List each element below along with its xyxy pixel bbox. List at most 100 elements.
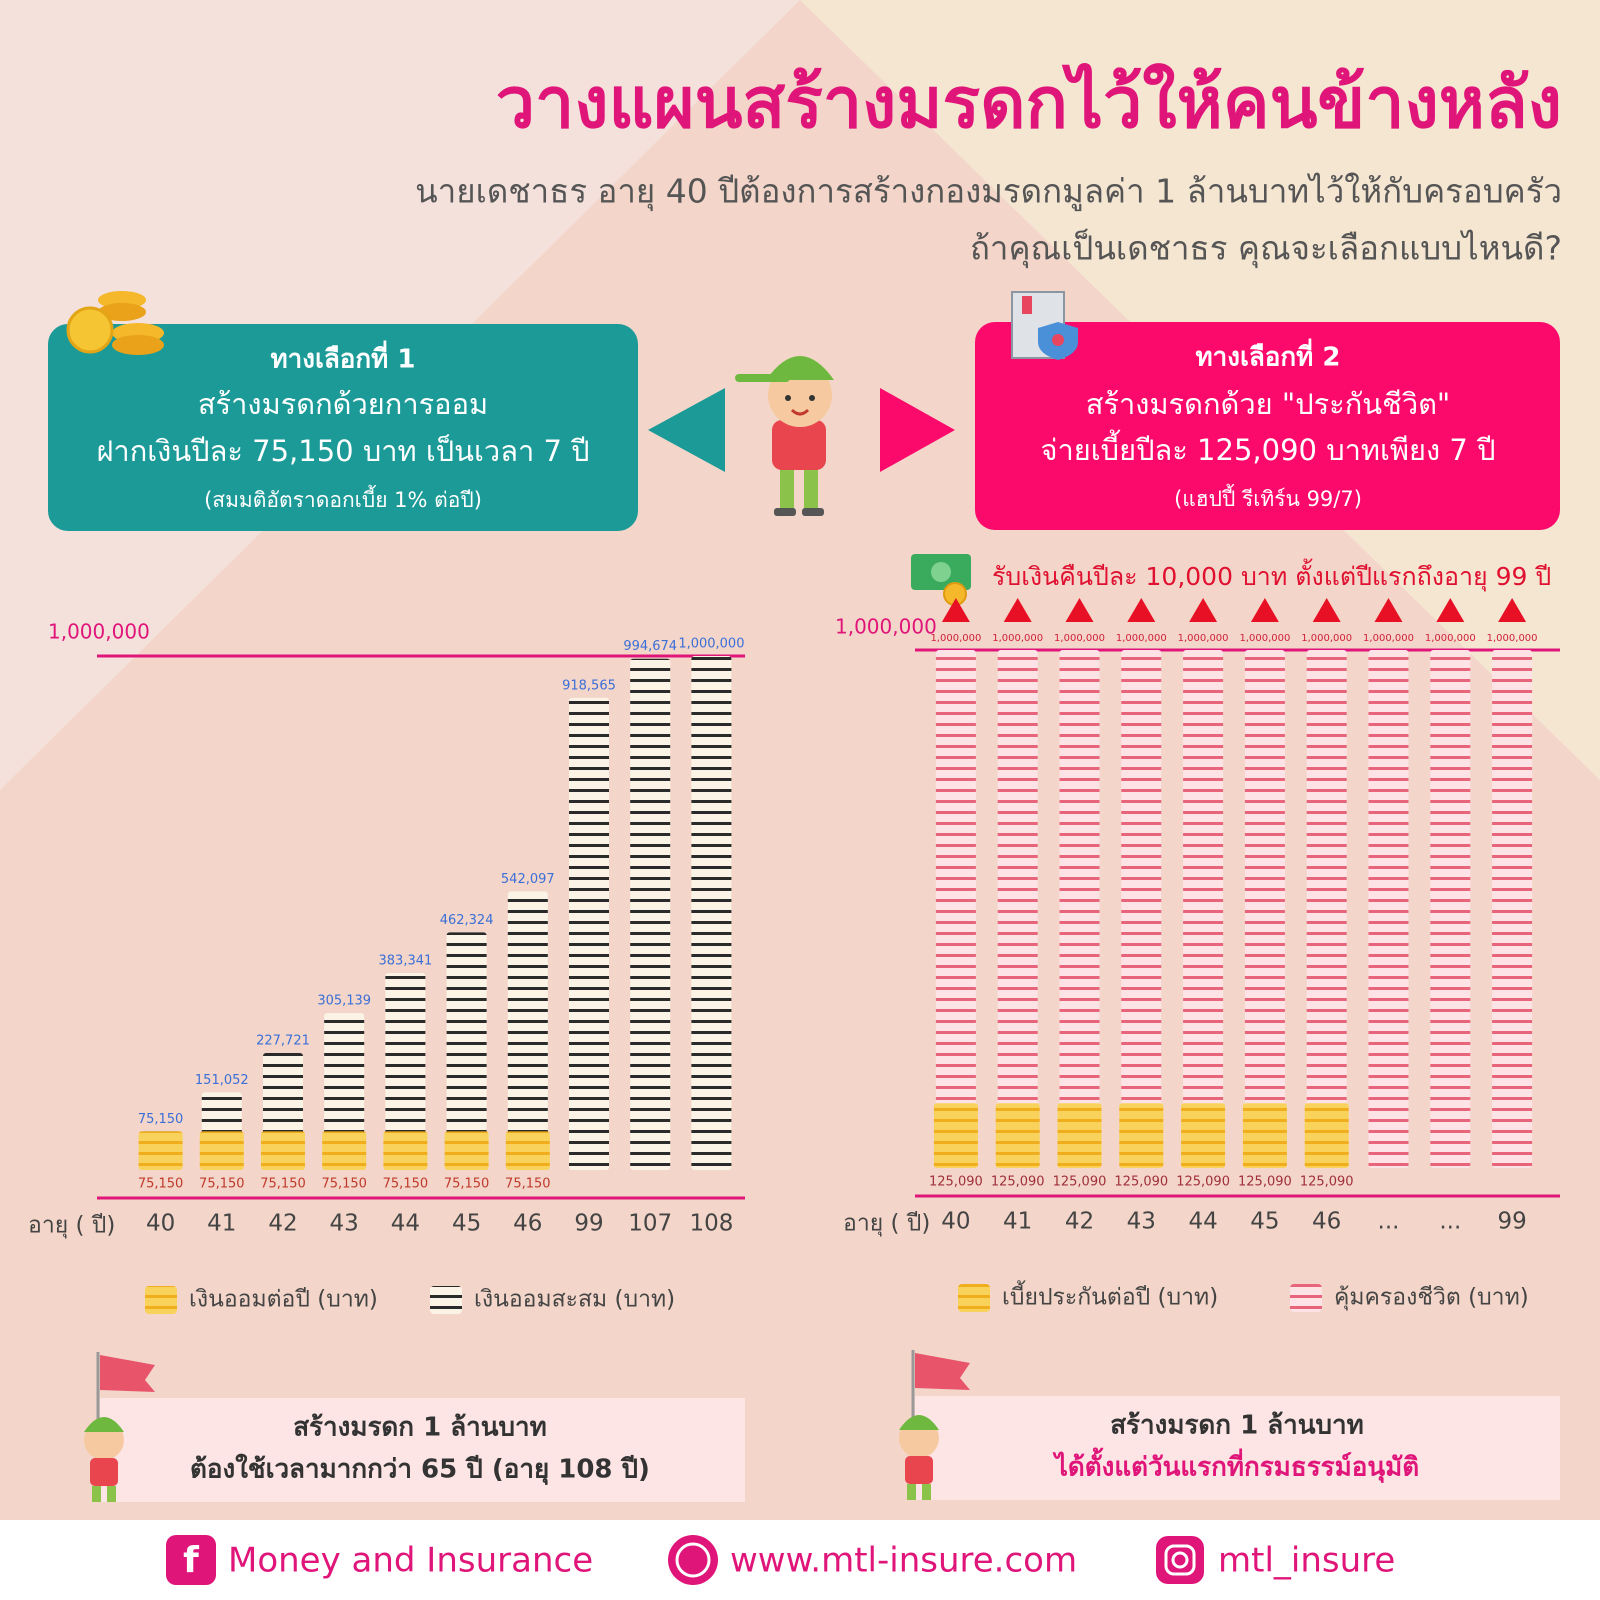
conclusion-box [915, 1396, 1560, 1500]
value-label: 1,000,000 [1178, 633, 1229, 644]
x-axis-label: อายุ ( ปี) [843, 1211, 930, 1237]
option-line: สร้างมรดกด้วย "ประกันชีวิต" [1086, 387, 1451, 421]
x-tick-label: 43 [1127, 1209, 1156, 1235]
facebook-link[interactable]: Money and Insurance [228, 1541, 593, 1581]
x-tick-label: 44 [1188, 1209, 1217, 1235]
title: วางแผนสร้างมรดกไว้ให้คนข้างหลัง [496, 62, 1562, 144]
value-label: 75,150 [383, 1177, 429, 1192]
value-label: 125,090 [1238, 1175, 1292, 1190]
value-label: 1,000,000 [1301, 633, 1352, 644]
legend-label: เบี้ยประกันต่อปี (บาท) [1002, 1281, 1218, 1311]
value-label: 994,674 [623, 639, 677, 654]
bar [138, 1131, 183, 1170]
value-label: 1,000,000 [1054, 633, 1105, 644]
instagram-glyph [1171, 1551, 1189, 1569]
value-label: 1,000,000 [1239, 633, 1290, 644]
value-label: 75,150 [444, 1177, 490, 1192]
boy-figure [735, 356, 834, 516]
option-line: ฝากเงินปีละ 75,150 บาท เป็นเวลา 7 ปี [96, 433, 589, 468]
value-label: 1,000,000 [678, 637, 744, 652]
value-label: 151,052 [195, 1073, 249, 1088]
x-tick-label: 45 [1250, 1209, 1279, 1235]
x-tick-label: 46 [513, 1211, 542, 1237]
bar [444, 1131, 489, 1170]
y-tick-label: 1,000,000 [48, 620, 150, 644]
policy-icon [1011, 291, 1078, 360]
bar [1304, 1103, 1349, 1168]
bar [261, 1131, 305, 1170]
x-tick-label: 45 [452, 1211, 481, 1237]
x-tick-label: ... [1439, 1209, 1461, 1235]
bar [446, 932, 487, 1170]
value-label: 305,139 [317, 994, 371, 1009]
conclusion-line: สร้างมรดก 1 ล้านบาท [1110, 1411, 1364, 1441]
legend-swatch [958, 1284, 990, 1312]
x-tick-label: 40 [146, 1211, 175, 1237]
value-label: 542,097 [501, 872, 555, 887]
conclusion-line: ได้ตั้งแต่วันแรกที่กรมธรรม์อนุมัติ [1052, 1447, 1419, 1484]
x-axis-label: อายุ ( ปี) [28, 1213, 115, 1239]
bar [1430, 650, 1471, 1168]
legend-label: เงินออมต่อปี (บาท) [189, 1287, 378, 1313]
facebook-icon[interactable] [166, 1535, 216, 1585]
value-label: 125,090 [929, 1175, 983, 1190]
bar [1492, 650, 1533, 1168]
legend-label: เงินออมสะสม (บาท) [474, 1287, 675, 1313]
value-label: 227,721 [256, 1033, 310, 1048]
value-label: 75,150 [260, 1177, 306, 1192]
value-label: 75,150 [138, 1177, 184, 1192]
flag-boy [899, 1350, 970, 1500]
value-label: 1,000,000 [1116, 633, 1167, 644]
x-tick-label: 99 [1497, 1209, 1526, 1235]
legend-label: คุ้มครองชีวิต (บาท) [1334, 1285, 1529, 1311]
website-icon[interactable] [668, 1535, 718, 1585]
value-label: 75,150 [138, 1112, 184, 1127]
bar [1119, 1103, 1164, 1168]
conclusion-box [100, 1398, 745, 1502]
bar [997, 650, 1038, 1168]
option-line: สร้างมรดกด้วยการออม [198, 387, 488, 421]
bar [1059, 650, 1100, 1168]
bar [1121, 650, 1162, 1168]
x-tick-label: 42 [1065, 1209, 1094, 1235]
bar [1181, 1103, 1226, 1168]
arrow-right [880, 388, 955, 472]
arrow-up [941, 598, 970, 622]
instagram-icon[interactable] [1156, 1536, 1204, 1584]
bar [385, 972, 426, 1170]
arrow-up [1436, 598, 1465, 622]
instagram-link[interactable]: mtl_insure [1218, 1541, 1395, 1581]
arrow-up [1065, 598, 1094, 622]
bar [199, 1131, 244, 1170]
x-tick-label: 107 [628, 1211, 672, 1237]
bar [935, 650, 976, 1168]
value-label: 75,150 [321, 1177, 367, 1192]
bar [691, 656, 732, 1170]
value-label: 1,000,000 [992, 633, 1043, 644]
arrow-up [1498, 598, 1527, 622]
cashback-note: รับเงินคืนปีละ 10,000 บาท ตั้งแต่ปีแรกถึ… [992, 558, 1551, 592]
value-label: 75,150 [199, 1177, 245, 1192]
x-tick-label: 42 [268, 1211, 297, 1237]
legend-swatch [430, 1286, 462, 1314]
website-link[interactable]: www.mtl-insure.com [730, 1541, 1077, 1581]
bar [933, 1103, 978, 1168]
value-label: 125,090 [1176, 1175, 1230, 1190]
value-label: 1,000,000 [1425, 633, 1476, 644]
bar [630, 658, 671, 1170]
arrow-up [1312, 598, 1341, 622]
bar [383, 1131, 428, 1170]
bar [507, 891, 548, 1170]
option-box [975, 322, 1560, 530]
x-tick-label: 41 [1003, 1209, 1032, 1235]
footer [0, 1520, 1600, 1600]
bar [324, 1013, 365, 1170]
y-tick-label: 1,000,000 [835, 615, 937, 639]
arrow-up [1250, 598, 1279, 622]
value-label: 383,341 [379, 953, 433, 968]
subtitle: ถ้าคุณเป็นเดชาธร คุณจะเลือกแบบไหนดี? [970, 229, 1562, 269]
arrow-up [1374, 598, 1403, 622]
x-tick-label: 43 [330, 1211, 359, 1237]
